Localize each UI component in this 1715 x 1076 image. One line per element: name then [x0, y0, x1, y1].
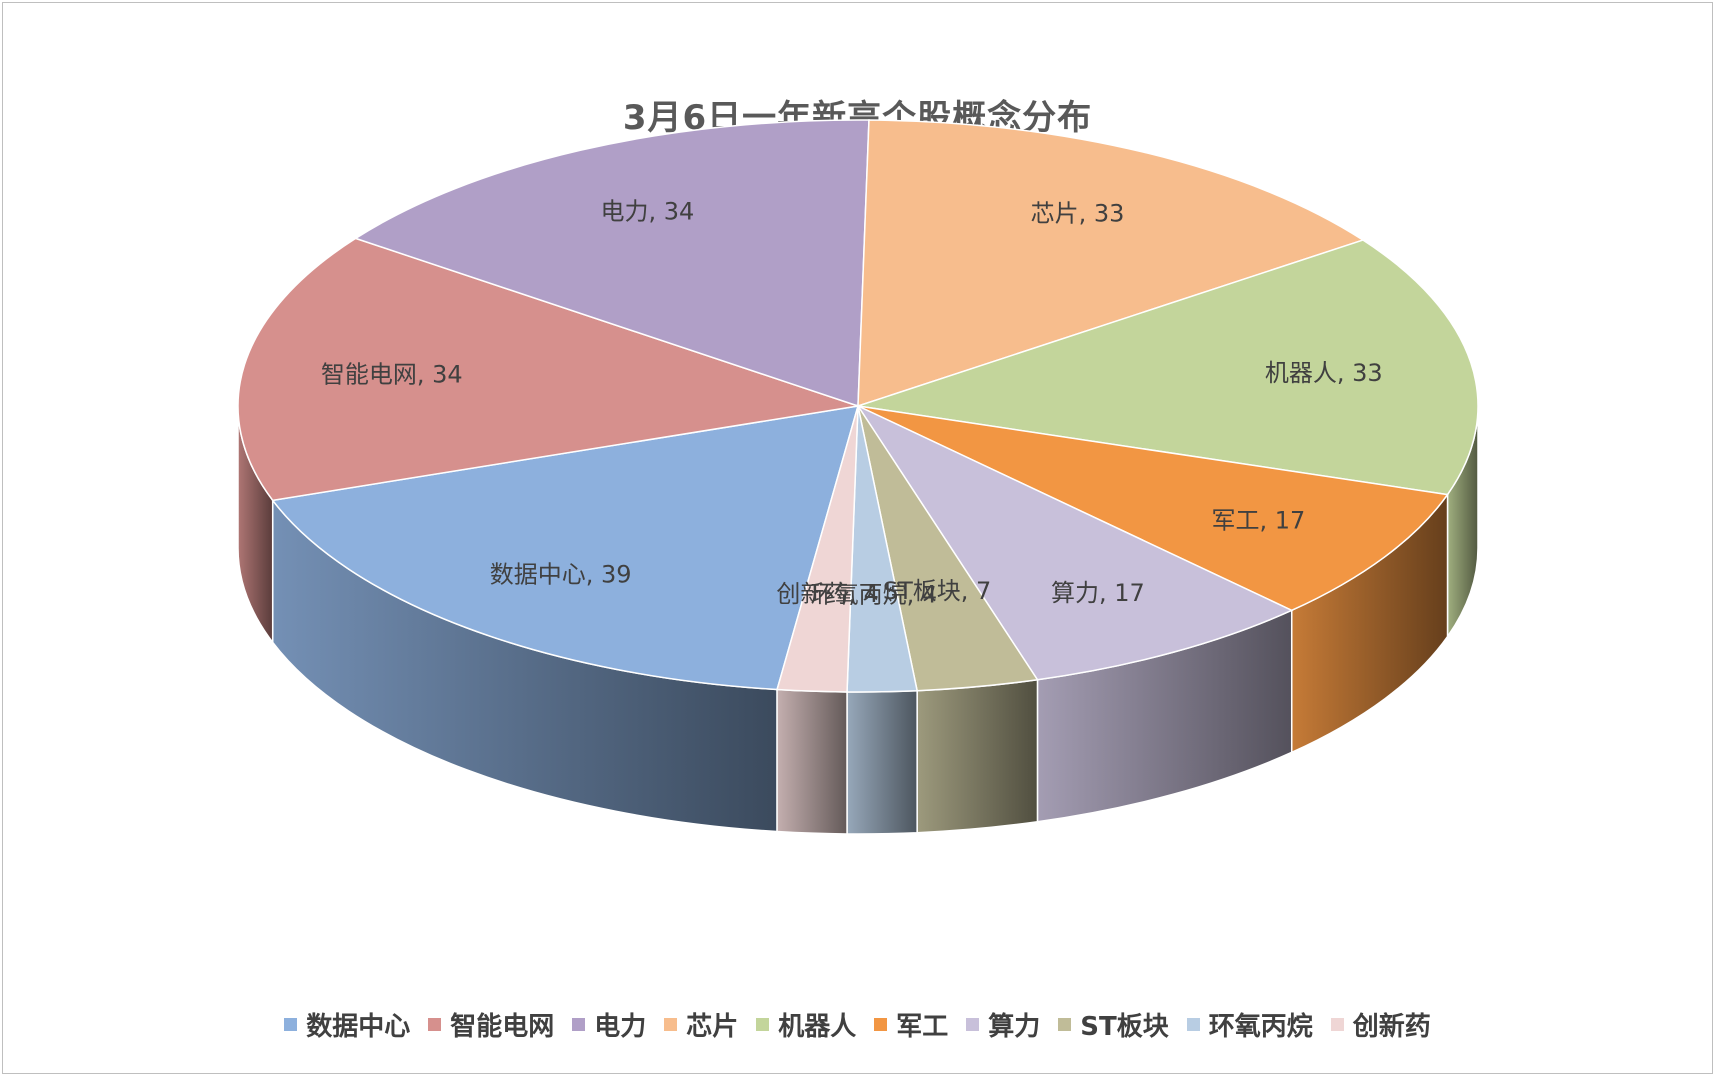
pie-slice-芯片 — [857, 119, 1365, 408]
data-label-军工: 军工, 17 — [1211, 507, 1305, 535]
data-label-环氧丙烷: 环氧丙烷, 4 — [811, 581, 938, 609]
legend-swatch — [1330, 1018, 1344, 1031]
legend-label: 电力 — [594, 1012, 647, 1042]
legend-swatch — [966, 1018, 980, 1031]
data-label-机器人: 机器人, 33 — [1265, 359, 1383, 387]
pie-side-创新药 — [776, 688, 848, 835]
legend-item-电力: 电力 — [572, 1006, 646, 1043]
legend-item-数据中心: 数据中心 — [284, 1006, 410, 1043]
legend-label: ST板块 — [1080, 1012, 1169, 1042]
legend: 数据中心 智能电网 电力 芯片 机器人 军工 算力 ST板块 环氧丙烷 创新药 — [0, 1006, 1715, 1043]
pie-slice-机器人 — [857, 239, 1479, 496]
pie-slice-电力 — [353, 119, 870, 408]
legend-swatch — [756, 1018, 770, 1031]
data-label-电力: 电力, 34 — [600, 198, 694, 226]
legend-item-机器人: 机器人 — [756, 1006, 856, 1043]
legend-item-芯片: 芯片 — [664, 1006, 738, 1043]
legend-swatch — [1186, 1018, 1200, 1031]
pie-slice-军工 — [857, 405, 1449, 612]
legend-item-军工: 军工 — [874, 1006, 948, 1043]
legend-item-环氧丙烷: 环氧丙烷 — [1186, 1006, 1313, 1043]
data-label-智能电网: 智能电网, 34 — [321, 361, 463, 389]
data-label-算力: 算力, 17 — [1051, 579, 1145, 607]
pie-slice-创新药 — [776, 405, 859, 693]
legend-swatch — [428, 1018, 442, 1031]
data-label-数据中心: 数据中心, 39 — [490, 561, 632, 589]
legend-label: 创新药 — [1352, 1012, 1431, 1042]
pie-side-walls — [237, 405, 1479, 835]
data-label-芯片: 芯片, 33 — [1031, 200, 1125, 228]
legend-label: 机器人 — [778, 1012, 857, 1042]
legend-item-智能电网: 智能电网 — [428, 1006, 554, 1043]
legend-swatch — [284, 1018, 298, 1031]
legend-item-算力: 算力 — [966, 1006, 1040, 1043]
legend-swatch — [664, 1018, 678, 1031]
pie-slice-智能电网 — [237, 237, 859, 502]
legend-swatch — [1058, 1018, 1072, 1031]
pie-side-ST板块 — [916, 678, 1039, 834]
legend-swatch — [874, 1018, 888, 1031]
legend-item-ST板块: ST板块 — [1058, 1006, 1169, 1043]
data-labels: 数据中心, 39 智能电网, 34 电力, 34 芯片, 33 机器人, 33 军工, 1… — [321, 198, 1383, 609]
data-label-创新药: 创新药, 4 — [776, 580, 879, 608]
legend-label: 数据中心 — [306, 1012, 411, 1042]
legend-label: 算力 — [988, 1012, 1041, 1042]
pie-top — [237, 119, 1479, 693]
pie-side-环氧丙烷 — [846, 689, 918, 835]
legend-swatch — [572, 1018, 586, 1031]
legend-label: 环氧丙烷 — [1208, 1012, 1313, 1042]
legend-label: 军工 — [896, 1012, 949, 1042]
pie-slice-算力 — [855, 404, 1294, 681]
legend-item-创新药: 创新药 — [1330, 1006, 1431, 1043]
data-label-ST板块: ST板块, 7 — [883, 577, 991, 605]
legend-label: 芯片 — [686, 1012, 739, 1042]
legend-label: 智能电网 — [450, 1012, 555, 1042]
